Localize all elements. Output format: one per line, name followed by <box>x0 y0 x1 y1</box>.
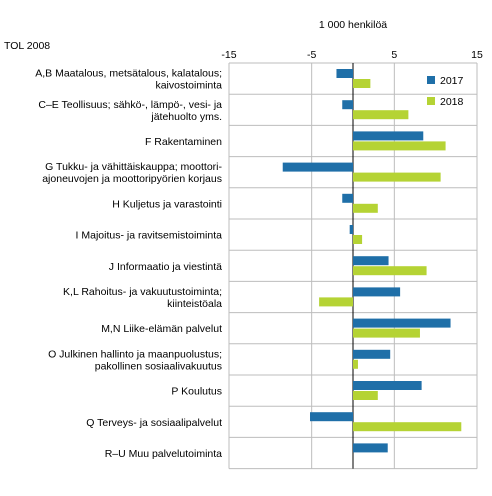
bar-2018-9 <box>353 360 358 369</box>
legend: 2017 2018 <box>427 75 464 108</box>
category-label: A,B Maatalous, metsätalous, kalatalous;k… <box>35 68 222 92</box>
category-label: C–E Teollisuus; sähkö-, lämpö-, vesi- ja… <box>38 99 222 123</box>
category-label-line: jätehuolto yms. <box>150 111 222 123</box>
bar-2017-3 <box>283 163 353 172</box>
tick-label: 15 <box>471 49 483 61</box>
category-label-line: I Majoitus- ja ravitsemistoiminta <box>76 230 223 242</box>
bar-2017-9 <box>353 350 390 359</box>
legend-swatch-2017 <box>427 76 435 84</box>
category-label: I Majoitus- ja ravitsemistoiminta <box>76 230 223 242</box>
category-label-line: Q Terveys- ja sosiaalipalvelut <box>86 417 222 429</box>
tick-label: 5 <box>391 49 397 61</box>
category-label: J Informaatio ja viestintä <box>109 261 222 273</box>
category-label-line: J Informaatio ja viestintä <box>109 261 222 273</box>
category-label-line: C–E Teollisuus; sähkö-, lämpö-, vesi- ja <box>38 99 222 111</box>
category-label-line: K,L Rahoitus- ja vakuutustoiminta; <box>63 286 222 298</box>
bar-2018-8 <box>353 329 420 338</box>
category-label: Q Terveys- ja sosiaalipalvelut <box>86 417 222 429</box>
category-label-line: P Koulutus <box>171 386 222 398</box>
category-label: M,N Liike-elämän palvelut <box>101 323 222 335</box>
bar-2018-1 <box>353 110 408 119</box>
grid-layer <box>229 63 477 469</box>
category-label-line: pakollinen sosiaalivakuutus <box>95 360 222 372</box>
bar-layer <box>283 69 462 462</box>
category-label-line: F Rakentaminen <box>145 136 222 148</box>
bar-2017-10 <box>353 381 422 390</box>
bar-2018-2 <box>353 141 446 150</box>
bar-2018-0 <box>353 79 370 88</box>
category-label: O Julkinen hallinto ja maanpuolustus;pak… <box>48 348 222 372</box>
category-label: P Koulutus <box>171 386 222 398</box>
bar-2017-7 <box>353 287 400 296</box>
category-label-line: kaivostoiminta <box>155 80 222 92</box>
category-header: TOL 2008 <box>4 40 50 52</box>
category-label-line: A,B Maatalous, metsätalous, kalatalous; <box>35 68 222 80</box>
legend-swatch-2018 <box>427 97 435 105</box>
category-label: F Rakentaminen <box>145 136 222 148</box>
bar-2017-4 <box>342 194 353 203</box>
bar-2018-7 <box>319 297 353 306</box>
category-label-line: ajoneuvojen ja moottoripyörien korjaus <box>42 173 222 185</box>
bar-2017-1 <box>342 100 353 109</box>
category-label: H Kuljetus ja varastointi <box>112 198 222 210</box>
legend-label-2018: 2018 <box>440 96 464 108</box>
bar-2017-5 <box>350 225 353 234</box>
label-layer: 1 000 henkilöä TOL 2008 -15 -5 5 15 A,B Maatal… <box>4 19 483 460</box>
bar-2018-10 <box>353 391 378 400</box>
category-label-line: kiinteistöala <box>167 298 222 310</box>
bar-2017-12 <box>353 443 388 452</box>
category-label-line: H Kuljetus ja varastointi <box>112 198 222 210</box>
category-label-line: G Tukku- ja vähittäiskauppa; moottori- <box>45 161 222 173</box>
bar-2018-4 <box>353 204 378 213</box>
category-label-line: O Julkinen hallinto ja maanpuolustus; <box>48 348 222 360</box>
bar-2017-6 <box>353 256 389 265</box>
category-label-line: M,N Liike-elämän palvelut <box>101 323 222 335</box>
bar-2018-6 <box>353 266 427 275</box>
bar-2018-3 <box>353 173 441 182</box>
bar-2017-8 <box>353 319 451 328</box>
bar-2018-11 <box>353 422 461 431</box>
unit-label: 1 000 henkilöä <box>319 19 387 31</box>
category-label: G Tukku- ja vähittäiskauppa; moottori-aj… <box>42 161 222 185</box>
category-label-line: R–U Muu palvelutoiminta <box>105 448 222 460</box>
category-label: K,L Rahoitus- ja vakuutustoiminta;kiinte… <box>63 286 222 310</box>
category-label: R–U Muu palvelutoiminta <box>105 448 222 460</box>
bar-2017-2 <box>353 131 423 140</box>
tick-label: -15 <box>221 49 236 61</box>
bar-2018-5 <box>353 235 362 244</box>
tick-label: -5 <box>307 49 316 61</box>
bar-2017-11 <box>310 412 353 421</box>
legend-label-2017: 2017 <box>440 75 464 87</box>
bar-2017-0 <box>336 69 353 78</box>
